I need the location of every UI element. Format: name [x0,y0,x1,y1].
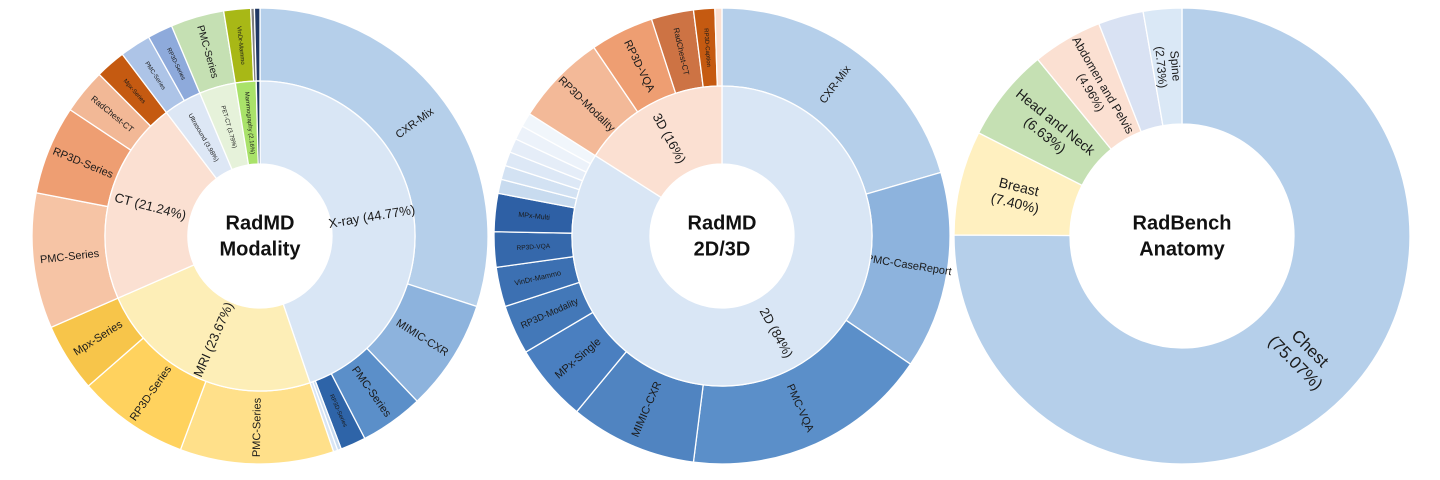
dimension-outer-label: MPx-Multi [518,211,551,222]
modality-inner-label: Mammography (2.16%) [243,92,255,155]
dimension-inner-segment [571,85,873,387]
anatomy-segment [953,7,1411,465]
modality-inner-segment [259,80,416,384]
modality-outer-label: VinDr-Mammo [235,26,245,66]
dimension-sunburst: CXR-MixPMC-CaseReportPMC-VQAMIMIC-CXRMPx… [493,7,952,465]
anatomy-title-line-2: Anatomy [1139,238,1225,260]
dimension-title-line-2: 2D/3D [694,238,751,260]
dimension-title-line-1: RadMD [688,212,757,234]
modality-title-line-2: Modality [219,238,301,260]
dimension-outer-label: RP3D-Caption [702,28,711,67]
modality-sunburst: CXR-MixMIMIC-CXRPMC-SeriesRP3D-SeriesPMC… [31,7,489,465]
anatomy-donut: Chest(75.07%)Breast(7.40%)Head and Neck(… [953,7,1411,465]
anatomy-percent: (2.73%) [1152,46,1170,89]
modality-inner-segment [255,80,261,165]
anatomy-label: Spine [1167,50,1184,82]
anatomy-title-line-1: RadBench [1133,212,1232,234]
anatomy-segment [1142,7,1183,127]
modality-title-line-1: RadMD [226,212,295,234]
modality-inner-segment [117,263,311,392]
modality-outer-label: PMC-Series [251,397,264,457]
dimension-inner-segment [594,85,723,199]
modality-inner-segment [104,111,218,299]
dimension-outer-label: RP3D-VQA [516,243,551,252]
